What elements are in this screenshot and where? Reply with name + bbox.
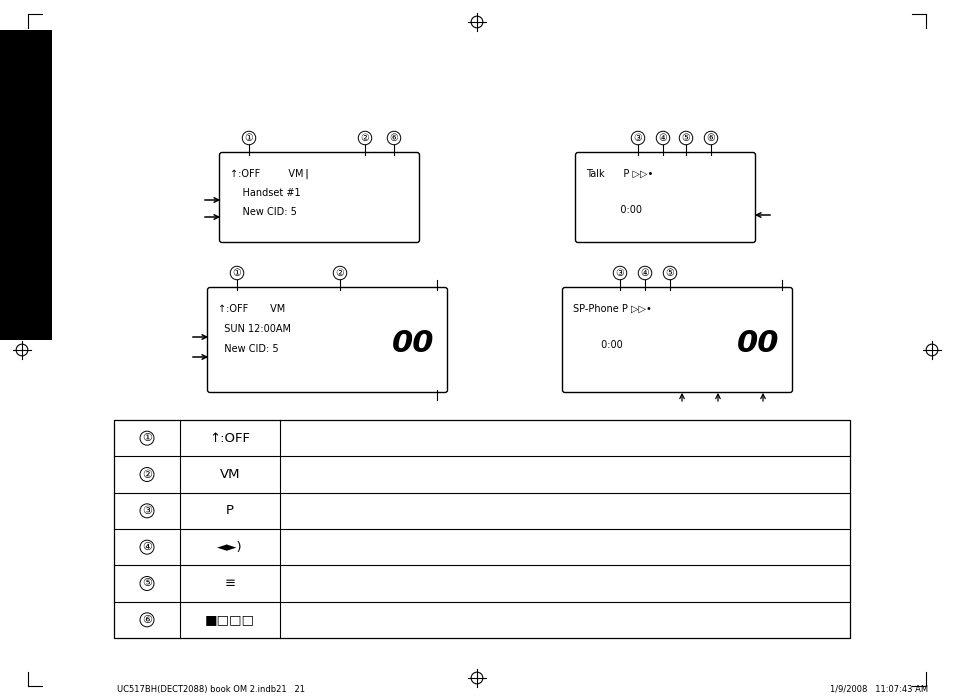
Text: 0:00: 0:00 — [585, 205, 641, 215]
Text: New CID: 5: New CID: 5 — [230, 207, 296, 217]
Text: VM: VM — [219, 468, 240, 481]
Text: 00: 00 — [392, 330, 434, 358]
Text: New CID: 5: New CID: 5 — [218, 344, 278, 354]
Text: ②: ② — [360, 133, 369, 143]
Text: ↑:OFF         VM ▏: ↑:OFF VM ▏ — [230, 169, 314, 179]
FancyBboxPatch shape — [208, 288, 447, 393]
Text: ②: ② — [142, 470, 152, 480]
Text: 0:00: 0:00 — [573, 340, 622, 350]
FancyBboxPatch shape — [562, 288, 792, 393]
Text: ◄►): ◄►) — [217, 540, 243, 554]
FancyBboxPatch shape — [575, 153, 755, 242]
Text: SP-Phone P ▷▷•: SP-Phone P ▷▷• — [573, 304, 651, 314]
Text: ⑤: ⑤ — [142, 578, 152, 589]
Text: ④: ④ — [640, 268, 649, 278]
Bar — [113, 420, 849, 638]
Text: ①: ① — [142, 433, 152, 443]
Text: ↑:OFF       VM: ↑:OFF VM — [218, 304, 285, 314]
Text: SUN 12:00AM: SUN 12:00AM — [218, 324, 291, 334]
Text: 1/9/2008   11:07:43 AM: 1/9/2008 11:07:43 AM — [829, 685, 927, 694]
Text: ⑥: ⑥ — [706, 133, 715, 143]
Text: ■□□□: ■□□□ — [205, 613, 254, 626]
Text: Talk      P ▷▷•: Talk P ▷▷• — [585, 169, 653, 179]
FancyBboxPatch shape — [219, 153, 419, 242]
Bar — [0, 30, 52, 340]
Text: ①: ① — [233, 268, 241, 278]
Text: ④: ④ — [142, 542, 152, 552]
Text: ②: ② — [335, 268, 344, 278]
Text: 00: 00 — [736, 330, 779, 358]
Text: ④: ④ — [658, 133, 667, 143]
Text: ⑤: ⑤ — [680, 133, 690, 143]
Text: ③: ③ — [142, 506, 152, 516]
Text: ③: ③ — [633, 133, 641, 143]
Text: Handset #1: Handset #1 — [230, 188, 300, 198]
Text: ⑥: ⑥ — [142, 615, 152, 625]
Text: ⑥: ⑥ — [389, 133, 398, 143]
Text: ⑤: ⑤ — [665, 268, 674, 278]
Text: UC517BH(DECT2088) book OM 2.indb21   21: UC517BH(DECT2088) book OM 2.indb21 21 — [117, 685, 305, 694]
Text: ①: ① — [244, 133, 253, 143]
Text: ≡: ≡ — [224, 577, 235, 590]
Text: P: P — [226, 504, 233, 517]
Text: ↑:OFF: ↑:OFF — [210, 432, 251, 444]
Text: ③: ③ — [615, 268, 623, 278]
